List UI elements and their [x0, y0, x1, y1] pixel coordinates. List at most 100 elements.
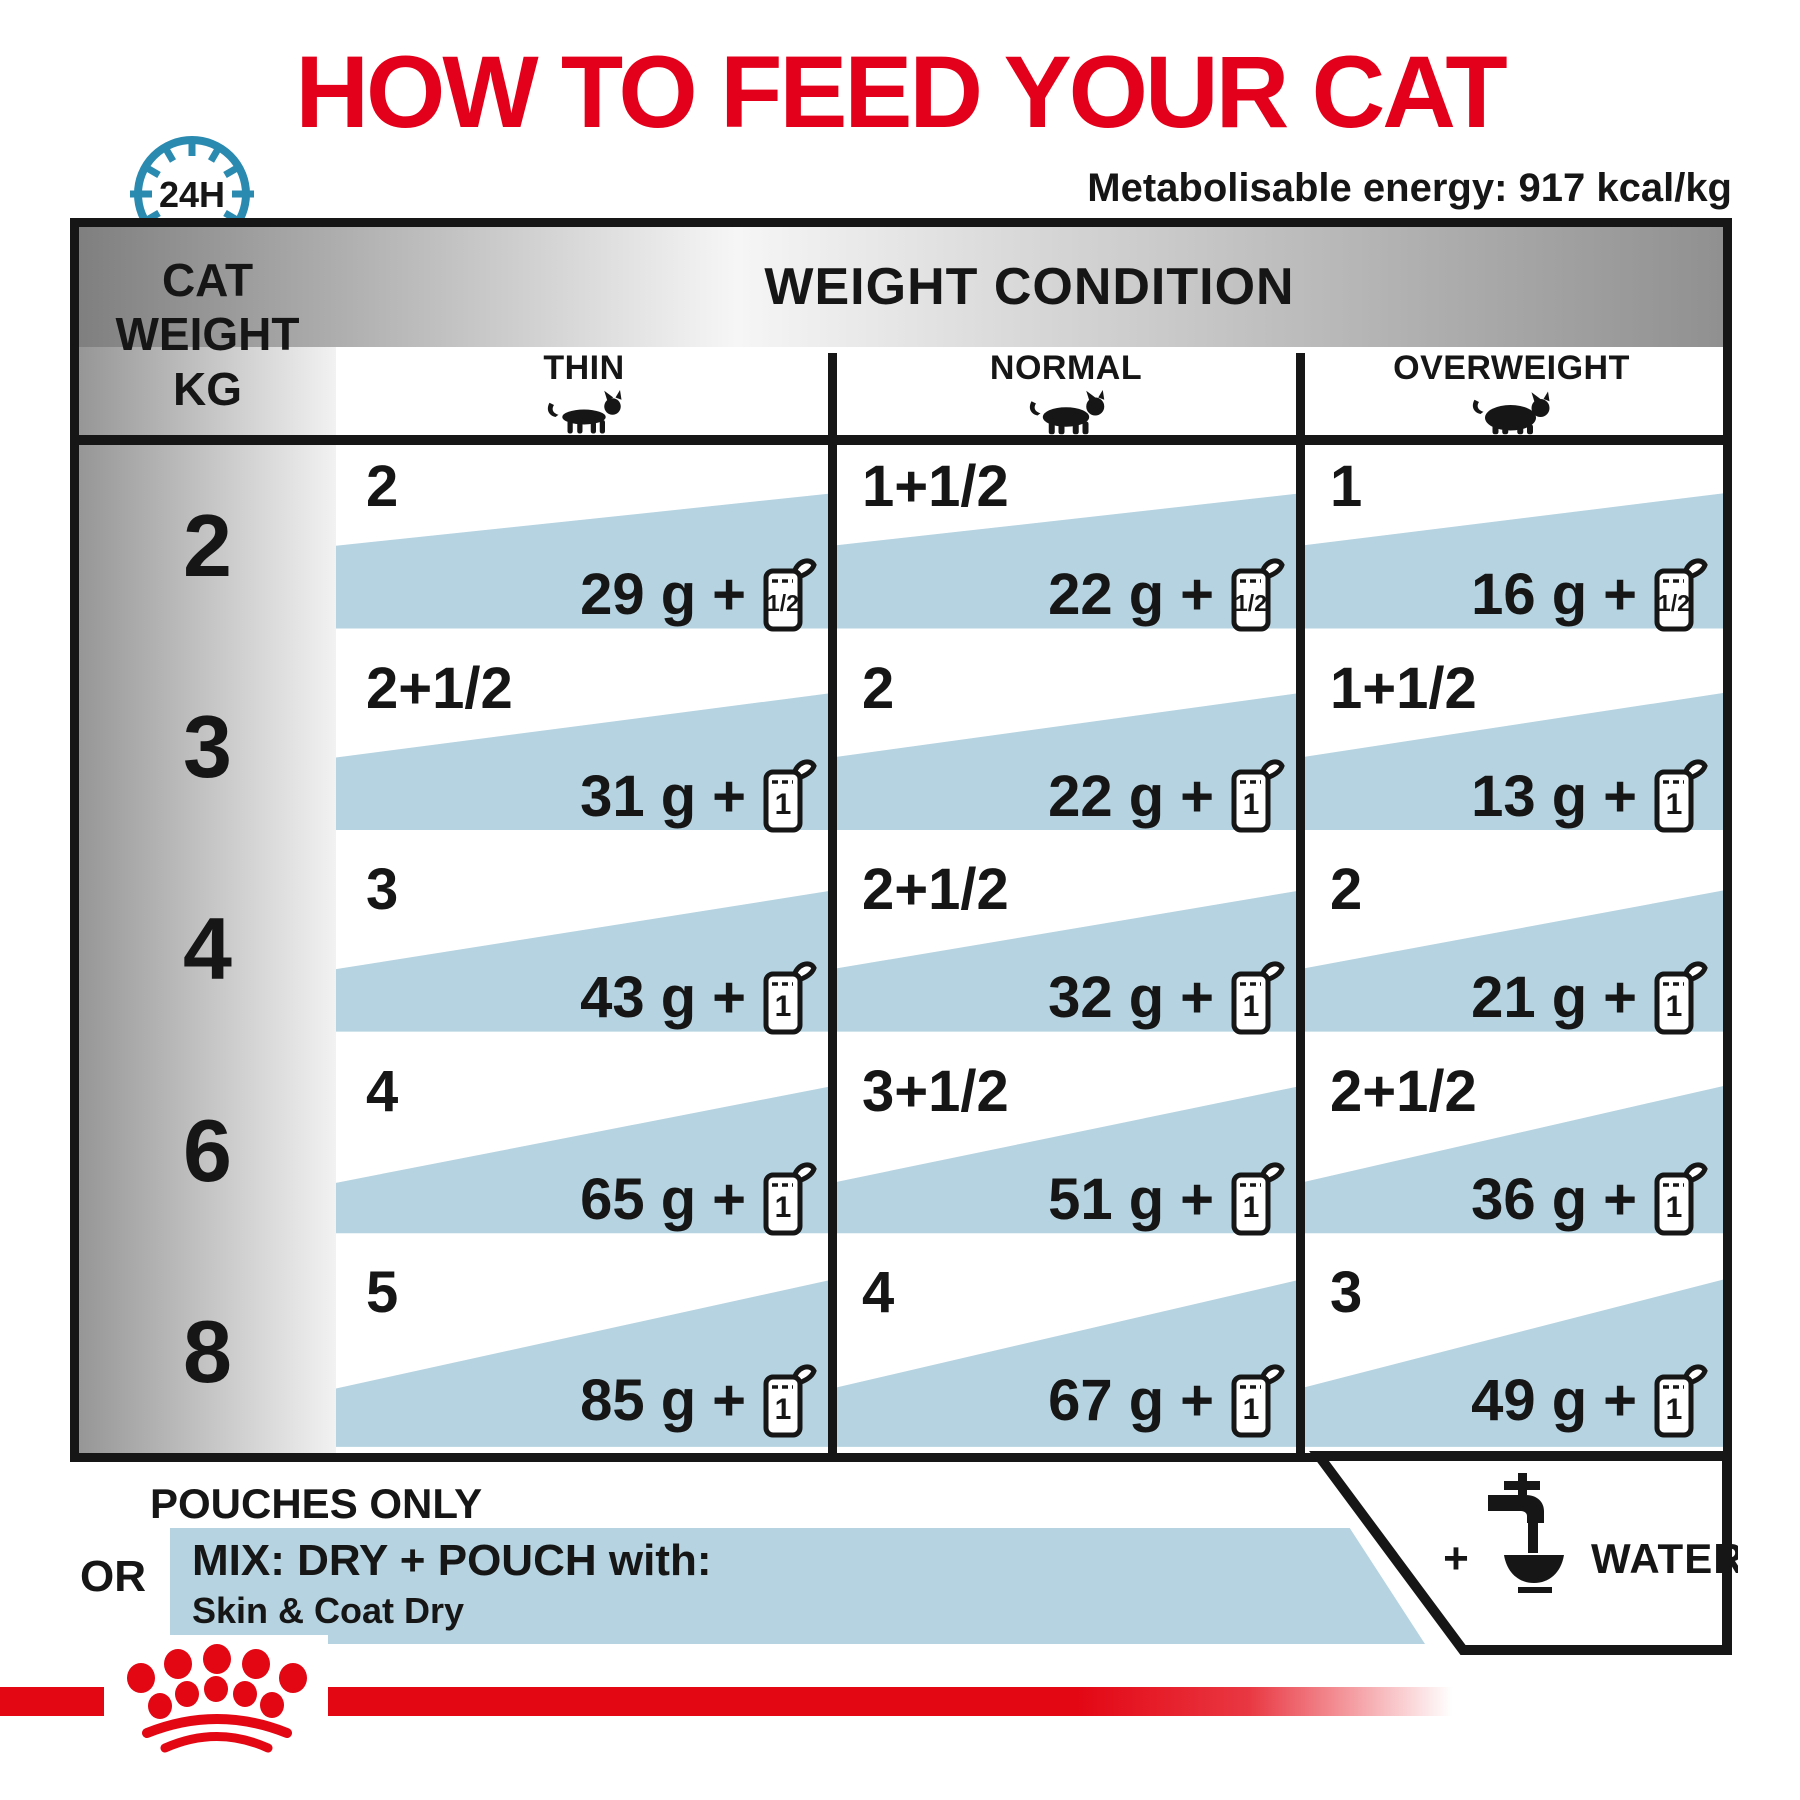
pouch-count: 3: [1330, 1260, 1363, 1326]
corner-line3: KG: [173, 362, 242, 415]
svg-text:1: 1: [775, 990, 792, 1023]
plus-sign: +: [1603, 965, 1637, 1031]
dry-grams: 32 g: [1048, 965, 1165, 1031]
pouch-count: 2+1/2: [862, 857, 1009, 923]
water-label: WATER: [1591, 1535, 1738, 1582]
water-plus-sign: +: [1443, 1534, 1469, 1583]
pouch-icon: 1: [762, 1161, 818, 1237]
table-row: 4 3 43 g + 1 2+1/2 32 g + 1 2 21 g +: [79, 848, 1723, 1050]
svg-text:1: 1: [775, 788, 792, 821]
dry-grams: 65 g: [580, 1166, 697, 1232]
plus-sign: +: [1603, 1368, 1637, 1434]
table-row: 2 2 29 g + 1/2 1+1/2 22 g + 1/2 1 16 g +: [79, 445, 1723, 647]
legend-mix-sub: Skin & Coat Dry: [192, 1590, 465, 1631]
pouch-count: 5: [366, 1260, 399, 1326]
pouch-count: 3: [366, 857, 399, 923]
cat-overweight-icon: [1472, 391, 1549, 435]
cell-8kg-thin: 5 85 g + 1: [336, 1251, 832, 1453]
dry-grams: 51 g: [1048, 1166, 1165, 1232]
weight-kg: 2: [183, 495, 232, 595]
svg-text:1/2: 1/2: [1658, 590, 1690, 616]
dry-grams: 22 g: [1048, 763, 1165, 829]
thin-label: THIN: [543, 349, 625, 387]
pouch-icon: 1: [1230, 758, 1286, 834]
weight-kg: 6: [183, 1100, 232, 1200]
plus-sign: +: [712, 1166, 746, 1232]
plus-sign: +: [712, 763, 746, 829]
plus-sign: +: [712, 965, 746, 1031]
dry-grams: 36 g: [1471, 1166, 1588, 1232]
pouch-count: 2: [862, 655, 895, 721]
cell-6kg-thin: 4 65 g + 1: [336, 1050, 832, 1252]
plus-sign: +: [1180, 1166, 1214, 1232]
plus-sign: +: [1180, 763, 1214, 829]
brand-logo-panel: [104, 1635, 328, 1785]
column-separator-2: [1296, 353, 1305, 1453]
pouch-count: 1: [1330, 454, 1363, 519]
legend-or: OR: [80, 1552, 146, 1601]
dry-grams: 31 g: [580, 763, 697, 829]
svg-text:1: 1: [1666, 1393, 1683, 1426]
condition-subheader: THIN NORMAL OVERWEIGHT: [336, 347, 1723, 435]
pouch-count: 1+1/2: [862, 454, 1009, 519]
water-callout: + WATER: [1309, 1451, 1738, 1655]
weight-kg: 4: [183, 898, 232, 998]
column-header-normal: NORMAL: [832, 347, 1300, 435]
pouch-count: 2: [1330, 857, 1363, 923]
cat-weight-column-background: [79, 347, 336, 1453]
cell-4kg-normal: 2+1/2 32 g + 1: [832, 848, 1300, 1050]
pouch-icon: 1: [762, 758, 818, 834]
dry-grams: 21 g: [1471, 965, 1588, 1031]
corner-line2: WEIGHT: [115, 308, 300, 361]
cat-weight-header: CAT WEIGHT KG: [79, 253, 336, 416]
royal-canin-paw-logo: [127, 1644, 307, 1753]
svg-text:1: 1: [775, 1191, 792, 1224]
dry-grams: 13 g: [1471, 763, 1588, 829]
svg-text:1: 1: [1243, 1191, 1260, 1224]
weight-condition-header: WEIGHT CONDITION: [764, 258, 1295, 316]
pouch-count: 3+1/2: [862, 1058, 1009, 1124]
pouch-icon: 1: [1653, 758, 1709, 834]
plus-sign: +: [1180, 965, 1214, 1031]
svg-text:1: 1: [775, 1393, 792, 1426]
cell-8kg-overweight: 3 49 g + 1: [1300, 1251, 1723, 1453]
legend-pouches-only: POUCHES ONLY: [150, 1480, 483, 1527]
cell-3kg-thin: 2+1/2 31 g + 1: [336, 647, 832, 849]
pouch-icon: 1/2: [1653, 557, 1709, 633]
feeding-table: WEIGHT CONDITION CAT WEIGHT KG THIN NORM…: [70, 218, 1732, 1462]
cell-6kg-normal: 3+1/2 51 g + 1: [832, 1050, 1300, 1252]
weight-kg: 8: [183, 1302, 232, 1402]
plus-sign: +: [1603, 562, 1637, 628]
pouch-count: 2+1/2: [366, 655, 513, 721]
dry-grams: 43 g: [580, 965, 697, 1031]
column-separator-1: [828, 353, 837, 1453]
pouch-count: 4: [366, 1058, 399, 1124]
dry-grams: 67 g: [1048, 1368, 1165, 1434]
pouch-count: 2+1/2: [1330, 1058, 1477, 1124]
plus-sign: +: [1603, 763, 1637, 829]
svg-text:1/2: 1/2: [1235, 590, 1267, 616]
cell-3kg-overweight: 1+1/2 13 g + 1: [1300, 647, 1723, 849]
table-row: 3 2+1/2 31 g + 1 2 22 g + 1 1+1/2 13 g +: [79, 647, 1723, 849]
weight-condition-band: [79, 227, 1723, 347]
svg-text:1: 1: [1243, 1393, 1260, 1426]
pouch-count: 2: [366, 454, 399, 519]
table-row: 6 4 65 g + 1 3+1/2 51 g + 1 2+1/2 36 g +: [79, 1050, 1723, 1252]
cat-normal-icon: [1029, 390, 1105, 435]
dry-grams: 29 g: [580, 562, 697, 628]
table-body: 2 2 29 g + 1/2 1+1/2 22 g + 1/2 1 16 g +: [79, 445, 1723, 1453]
plus-sign: +: [712, 562, 746, 628]
svg-text:1/2: 1/2: [767, 590, 799, 616]
svg-text:1: 1: [1243, 788, 1260, 821]
corner-line1: CAT: [161, 254, 254, 306]
dry-grams: 22 g: [1048, 562, 1165, 628]
clock-label: 24H: [159, 174, 225, 215]
cell-4kg-overweight: 2 21 g + 1: [1300, 848, 1723, 1050]
pouch-icon: 1: [762, 1363, 818, 1439]
pouch-icon: 1: [1230, 1363, 1286, 1439]
table-row: 8 5 85 g + 1 4 67 g + 1 3 49 g +: [79, 1251, 1723, 1453]
weight-kg: 3: [183, 697, 232, 797]
dry-grams: 85 g: [580, 1368, 697, 1434]
cell-6kg-overweight: 2+1/2 36 g + 1: [1300, 1050, 1723, 1252]
cell-4kg-thin: 3 43 g + 1: [336, 848, 832, 1050]
